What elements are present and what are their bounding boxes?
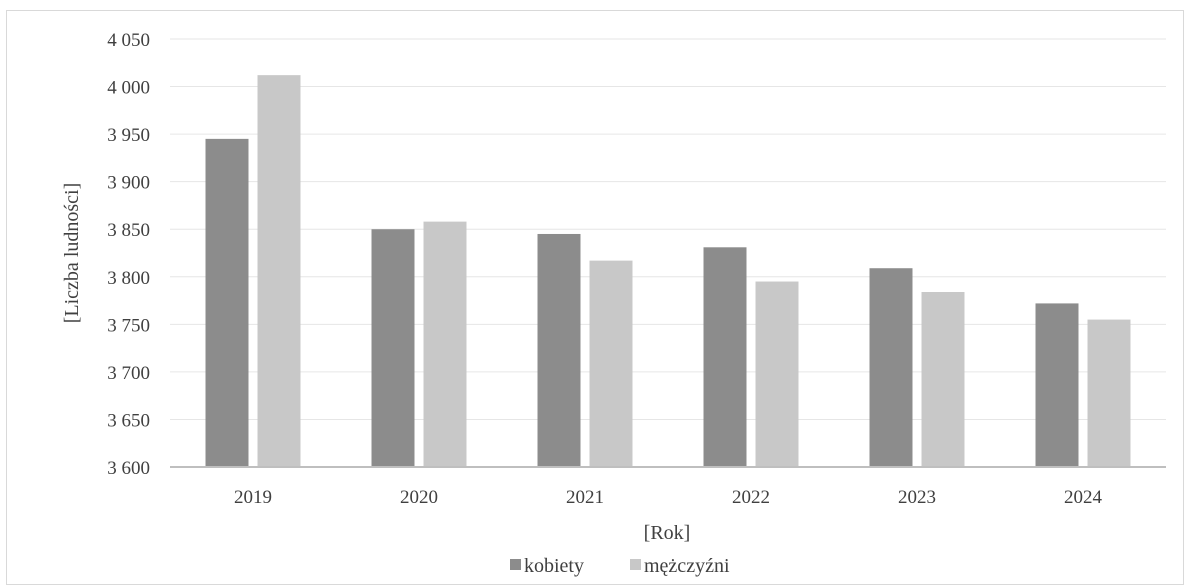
x-tick-label: 2022 <box>732 487 770 508</box>
y-tick-label: 3 750 <box>107 315 150 336</box>
x-tick-labels: 2019 2020 2021 2022 2023 2024 <box>234 487 1103 508</box>
bar-kobiety-2022 <box>703 247 747 467</box>
bar-kobiety-2019 <box>205 138 249 467</box>
y-tick-label: 3 800 <box>107 268 150 289</box>
x-tick-label: 2024 <box>1064 487 1103 508</box>
chart-frame <box>6 10 1184 585</box>
y-tick-label: 3 900 <box>107 173 150 194</box>
legend-swatch-mężczyźni <box>630 559 641 570</box>
y-tick-label: 3 650 <box>107 410 150 431</box>
bar-mężczyźni-2019 <box>257 75 301 468</box>
y-tick-label: 4 050 <box>107 30 150 51</box>
x-tick-label: 2019 <box>234 487 272 508</box>
bar-mężczyźni-2021 <box>589 260 633 467</box>
y-tick-label: 3 700 <box>107 363 150 384</box>
legend: kobiety mężczyźni <box>510 555 730 577</box>
x-tick-label: 2020 <box>400 487 438 508</box>
bar-kobiety-2021 <box>537 233 581 467</box>
bar-kobiety-2023 <box>869 268 913 467</box>
y-tick-label: 3 950 <box>107 125 150 146</box>
bar-mężczyźni-2023 <box>921 291 965 467</box>
legend-label: mężczyźni <box>644 555 730 577</box>
bar-kobiety-2020 <box>371 229 415 467</box>
bar-mężczyźni-2024 <box>1087 319 1131 467</box>
legend-swatch-kobiety <box>510 559 521 570</box>
bar-kobiety-2024 <box>1035 303 1079 467</box>
bar-mężczyźni-2020 <box>423 221 467 467</box>
y-tick-label: 4 000 <box>107 78 150 99</box>
bars <box>205 75 1131 468</box>
y-tick-labels: 3 600 3 650 3 700 3 750 3 800 3 850 3 900 3 950… <box>107 30 150 479</box>
x-tick-label: 2021 <box>566 487 604 508</box>
y-axis-title: [Liczba ludności] <box>61 183 83 324</box>
gridlines <box>170 38 1166 420</box>
y-tick-label: 3 850 <box>107 220 150 241</box>
x-axis-title: [Rok] <box>644 522 691 544</box>
y-tick-label: 3 600 <box>107 458 150 479</box>
legend-label: kobiety <box>524 555 584 577</box>
bar-mężczyźni-2022 <box>755 281 799 467</box>
x-tick-label: 2023 <box>898 487 936 508</box>
